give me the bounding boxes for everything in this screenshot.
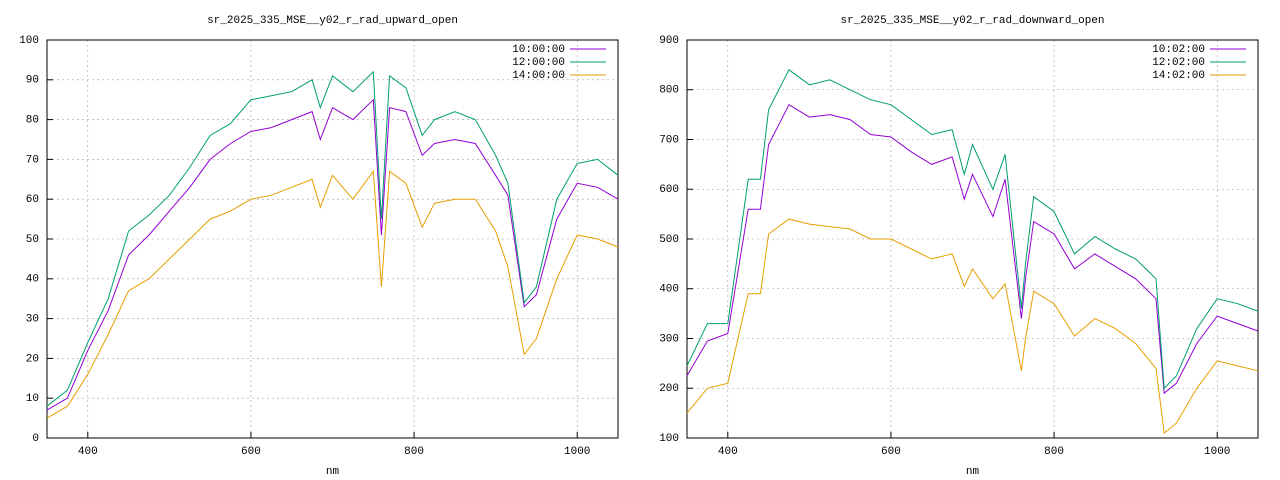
y-tick-label: 900 — [659, 35, 679, 47]
legend-label: 14:02:00 — [1152, 70, 1205, 82]
y-tick-label: 50 — [26, 234, 39, 246]
x-tick-label: 600 — [881, 446, 901, 458]
y-tick-label: 20 — [26, 353, 39, 365]
x-axis-label: nm — [966, 466, 980, 478]
legend-label: 10:02:00 — [1152, 44, 1205, 56]
data-line — [686, 218, 1259, 434]
data-line — [686, 69, 1259, 390]
x-tick-label: 600 — [241, 446, 261, 458]
legend-label: 12:02:00 — [1152, 57, 1205, 69]
x-tick-label: 800 — [1044, 446, 1064, 458]
x-tick-label: 400 — [78, 446, 98, 458]
y-tick-label: 600 — [659, 184, 679, 196]
plot-border — [686, 39, 1259, 439]
y-tick-label: 400 — [659, 284, 679, 296]
y-tick-label: 200 — [659, 383, 679, 395]
legend-label: 12:00:00 — [512, 57, 565, 69]
y-tick-label: 70 — [26, 154, 39, 166]
y-tick-label: 800 — [659, 85, 679, 97]
y-tick-label: 90 — [26, 75, 39, 87]
y-tick-label: 500 — [659, 234, 679, 246]
y-tick-label: 80 — [26, 115, 39, 127]
y-tick-label: 10 — [26, 393, 39, 405]
data-line — [46, 70, 619, 407]
y-tick-label: 40 — [26, 274, 39, 286]
x-tick-label: 800 — [404, 446, 424, 458]
x-tick-label: 1000 — [564, 446, 590, 458]
data-line — [686, 103, 1259, 395]
y-tick-label: 100 — [659, 433, 679, 445]
x-axis-label: nm — [326, 466, 340, 478]
legend-label: 10:00:00 — [512, 44, 565, 56]
y-tick-label: 60 — [26, 194, 39, 206]
y-tick-label: 300 — [659, 333, 679, 345]
plot-border — [46, 39, 619, 439]
y-tick-label: 100 — [19, 35, 39, 47]
y-tick-label: 0 — [32, 433, 39, 445]
x-tick-label: 400 — [718, 446, 738, 458]
data-line — [46, 169, 619, 419]
chart-title: sr_2025_335_MSE__y02_r_rad_upward_open — [207, 15, 458, 27]
x-tick-label: 1000 — [1204, 446, 1230, 458]
y-tick-label: 700 — [659, 134, 679, 146]
chart-title: sr_2025_335_MSE__y02_r_rad_downward_open — [840, 15, 1104, 27]
legend-label: 14:00:00 — [512, 70, 565, 82]
y-tick-label: 30 — [26, 314, 39, 326]
data-line — [46, 98, 619, 411]
